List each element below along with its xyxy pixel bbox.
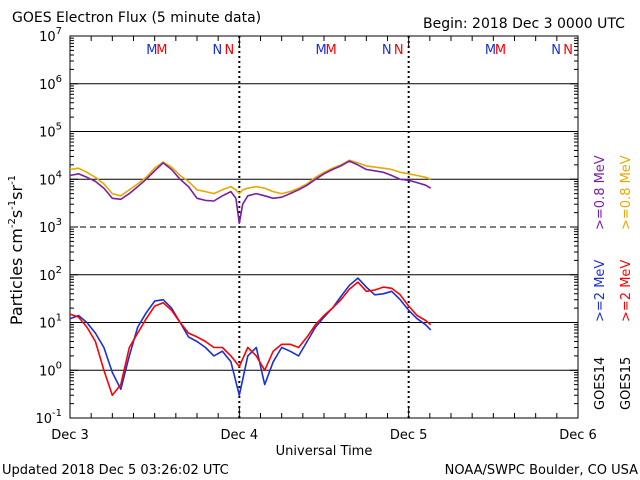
y-tick-label: 101	[39, 313, 62, 332]
series-line-0	[69, 159, 431, 197]
marker-m-goes14: M	[146, 43, 157, 58]
marker-m-goes15: M	[326, 43, 337, 58]
marker-n-goes14: N	[382, 43, 392, 58]
begin-time: Begin: 2018 Dec 3 0000 UTC	[423, 16, 625, 32]
y-tick-label: 107	[39, 26, 62, 45]
series-line-3	[69, 281, 432, 397]
legend-goes14-low: >=0.8 MeV	[593, 155, 608, 230]
x-tick-label: Dec 5	[390, 428, 428, 443]
marker-m-goes15: M	[156, 43, 167, 58]
marker-m-goes15: M	[495, 43, 506, 58]
mn-markers: MM N N MM N N MM N N	[146, 43, 573, 58]
y-tick-label: 102	[39, 265, 62, 284]
y-tick-label: 100	[39, 360, 62, 379]
axis-ticks	[69, 36, 579, 419]
y-tick-label: 10-1	[35, 408, 62, 427]
legend-goes15-low: >=0.8 MeV	[619, 155, 634, 230]
legend-goes14: GOES14	[593, 357, 608, 410]
y-tick-labels: 10-1 100 101 102 103 104 105 106 107	[35, 26, 62, 427]
legend-goes15: GOES15	[619, 357, 634, 410]
data-series	[69, 159, 432, 397]
marker-m-goes14: M	[316, 43, 327, 58]
marker-n-goes15: N	[225, 43, 235, 58]
legend: >=2 MeV >=2 MeV >=0.8 MeV >=0.8 MeV GOES…	[593, 155, 634, 410]
series-line-1	[69, 160, 432, 224]
x-tick-label: Dec 4	[221, 428, 259, 443]
y-tick-label: 105	[39, 122, 62, 141]
x-axis-label: Universal Time	[276, 444, 373, 459]
marker-n-goes15: N	[394, 43, 404, 58]
y-axis-label: Particles cm-2s-1sr-1	[7, 175, 26, 325]
marker-m-goes14: M	[485, 43, 496, 58]
source-credit: NOAA/SWPC Boulder, CO USA	[445, 463, 638, 478]
marker-n-goes14: N	[213, 43, 223, 58]
y-tick-label: 103	[39, 217, 62, 236]
legend-goes14-high: >=2 MeV	[593, 260, 608, 322]
series-line-2	[69, 277, 432, 397]
x-tick-labels: Dec 3 Dec 4 Dec 5 Dec 6	[51, 428, 597, 443]
grid-lines	[70, 36, 578, 418]
marker-n-goes15: N	[563, 43, 573, 58]
updated-time: Updated 2018 Dec 5 03:26:02 UTC	[2, 463, 229, 478]
y-tick-label: 106	[39, 74, 62, 93]
legend-goes15-high: >=2 MeV	[619, 260, 634, 322]
x-tick-label: Dec 3	[51, 428, 89, 443]
chart-title: GOES Electron Flux (5 minute data)	[12, 10, 261, 26]
x-tick-label: Dec 6	[559, 428, 597, 443]
y-tick-label: 104	[39, 169, 62, 188]
marker-n-goes14: N	[551, 43, 561, 58]
